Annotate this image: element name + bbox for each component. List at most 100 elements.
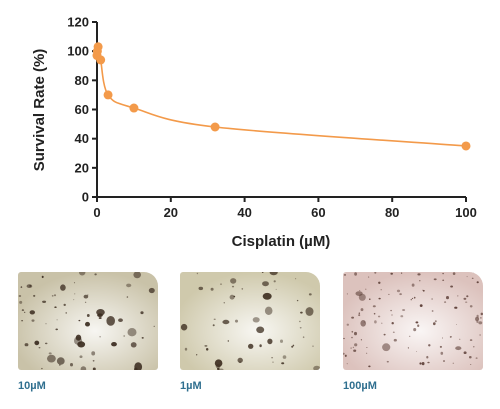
data-point-3: [96, 55, 106, 65]
cell-speck: [123, 335, 126, 337]
cell-speck: [393, 338, 397, 342]
cell-speck: [280, 339, 283, 343]
cell-speck: [45, 323, 47, 325]
data-point-4: [103, 90, 113, 100]
cell-speck: [217, 367, 220, 370]
cell-speck: [295, 278, 297, 280]
cell-speck: [91, 351, 96, 356]
cell-speck: [444, 301, 447, 303]
cell-speck: [431, 310, 434, 312]
x-tick-label-20: 20: [164, 205, 178, 220]
cell-speck: [312, 345, 314, 347]
cell-speck: [401, 272, 403, 274]
cell-speck: [471, 277, 474, 279]
cell-speck: [141, 337, 144, 339]
cell-speck: [31, 319, 35, 322]
cell-speck: [454, 306, 458, 309]
cell-speck: [222, 319, 230, 325]
cell-speck: [449, 336, 452, 338]
micrograph-glow: [18, 272, 158, 370]
cell-speck: [413, 328, 417, 332]
cell-speck: [130, 342, 137, 348]
cell-speck: [97, 313, 103, 317]
cell-speck: [366, 352, 368, 354]
y-tick-label-20: 20: [75, 160, 89, 175]
cell-speck: [305, 307, 314, 316]
cell-speck: [374, 320, 377, 324]
cell-speck: [78, 319, 81, 322]
cell-speck: [21, 309, 24, 311]
cell-speck: [351, 316, 354, 319]
cell-speck: [218, 368, 224, 370]
cell-speck: [213, 318, 216, 320]
cell-speck: [344, 354, 347, 357]
cell-speck: [399, 293, 402, 296]
cell-speck: [391, 322, 394, 325]
cell-speck: [248, 343, 254, 349]
cell-speck: [476, 320, 479, 323]
cell-speck: [368, 365, 371, 368]
cell-speck: [472, 272, 475, 273]
cell-speck: [440, 351, 444, 355]
cell-speck: [259, 344, 262, 348]
cell-speck: [433, 322, 436, 326]
cell-speck: [48, 352, 52, 355]
cell-speck: [479, 334, 481, 336]
cell-speck: [431, 298, 433, 300]
cell-speck: [41, 367, 43, 370]
cell-speck: [127, 328, 137, 337]
cell-speck: [402, 309, 406, 311]
cell-speck: [256, 326, 265, 334]
cell-speck: [184, 347, 188, 351]
cell-speck: [366, 347, 368, 348]
x-axis-ticks: 0 20 40 60 80 100: [93, 197, 477, 220]
cell-speck: [272, 361, 274, 363]
cell-speck: [73, 299, 75, 301]
cell-speck: [269, 272, 278, 276]
cell-speck: [94, 273, 97, 276]
cell-speck: [302, 336, 305, 339]
cell-speck: [60, 284, 66, 291]
cell-speck: [198, 286, 204, 291]
cell-speck: [196, 272, 199, 275]
cell-speck: [358, 312, 360, 314]
cell-speck: [466, 295, 469, 298]
cell-speck: [24, 343, 29, 347]
cell-speck: [281, 362, 285, 365]
caption-10um: 10µM: [18, 380, 46, 392]
cell-speck: [92, 360, 95, 362]
cell-speck: [296, 299, 299, 302]
cell-speck: [407, 347, 409, 349]
cell-speck: [358, 290, 361, 292]
cell-speck: [230, 278, 237, 284]
cell-speck: [227, 340, 229, 342]
cell-speck: [346, 323, 349, 326]
cell-speck: [80, 366, 87, 370]
cell-speck: [351, 330, 354, 333]
cell-speck: [346, 293, 348, 295]
cell-speck: [148, 287, 155, 294]
cell-speck: [262, 292, 272, 300]
cell-speck: [273, 280, 276, 283]
cell-speck: [450, 285, 453, 288]
data-point-6: [210, 122, 220, 132]
cell-speck: [411, 283, 415, 287]
cell-speck: [410, 299, 413, 301]
cell-speck: [373, 312, 376, 315]
cell-speck: [33, 294, 36, 297]
cell-speck: [383, 333, 386, 336]
cell-speck: [369, 298, 371, 300]
cell-speck: [409, 335, 411, 337]
cell-speck: [368, 276, 370, 278]
cell-speck: [428, 344, 431, 347]
cell-speck: [354, 331, 357, 336]
cell-speck: [106, 316, 115, 326]
cell-speck: [212, 324, 215, 327]
cell-speck: [180, 323, 188, 331]
cell-speck: [291, 345, 294, 348]
cell-speck: [378, 297, 381, 300]
x-tick-label-80: 80: [385, 205, 399, 220]
cell-speck: [21, 320, 23, 322]
cell-speck: [56, 319, 58, 321]
cell-speck: [392, 331, 395, 333]
